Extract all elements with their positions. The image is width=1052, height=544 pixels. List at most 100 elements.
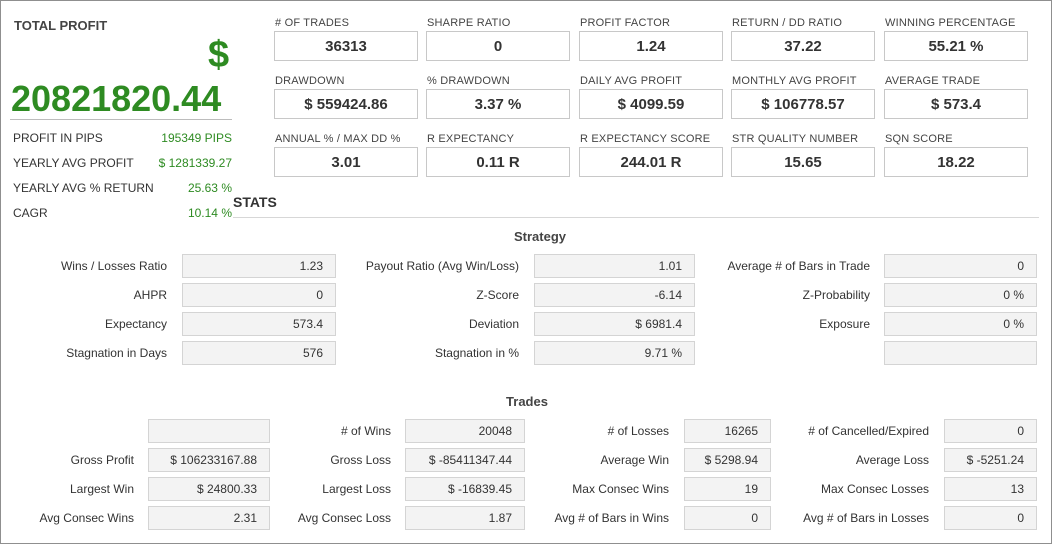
total-profit-title: TOTAL PROFIT xyxy=(14,18,108,33)
cagr-value: 10.14 % xyxy=(187,206,232,220)
metric-value-box: 37.22 xyxy=(731,31,875,61)
metric-label: SHARPE RATIO xyxy=(427,17,511,29)
strategy-label: Exposure xyxy=(819,317,870,331)
trades-value: 1.87 xyxy=(405,506,525,530)
strategy-value: 0 xyxy=(884,254,1037,278)
stats-heading: STATS xyxy=(233,194,277,210)
trades-value: $ -16839.45 xyxy=(405,477,525,501)
metric-value-box: 15.65 xyxy=(731,147,875,177)
trades-label: Largest Win xyxy=(69,482,134,496)
trades-label: Avg # of Bars in Wins xyxy=(554,511,670,525)
metric-value-box: 1.24 xyxy=(579,31,723,61)
strategy-label: AHPR xyxy=(133,288,167,302)
trades-label: Max Consec Wins xyxy=(572,482,669,496)
strategy-label: Z-Probability xyxy=(802,288,870,302)
stats-divider xyxy=(233,217,1039,218)
trades-label: Largest Loss xyxy=(322,482,391,496)
metric-label: SQN SCORE xyxy=(885,133,953,145)
trades-label: # of Wins xyxy=(340,424,391,438)
strategy-label: Expectancy xyxy=(104,317,167,331)
yearly-avg-profit-value: $ 1281339.27 xyxy=(158,156,232,170)
strategy-value: 0 % xyxy=(884,312,1037,336)
trades-label: Gross Loss xyxy=(330,453,391,467)
strategy-label: Average # of Bars in Trade xyxy=(727,259,870,273)
trades-value: $ 24800.33 xyxy=(148,477,270,501)
metric-label: RETURN / DD RATIO xyxy=(732,17,843,29)
metric-value-box: 3.37 % xyxy=(426,89,570,119)
trades-value xyxy=(148,419,270,443)
trades-title: Trades xyxy=(506,394,548,409)
metric-label: DAILY AVG PROFIT xyxy=(580,75,683,87)
strategy-label: Payout Ratio (Avg Win/Loss) xyxy=(365,259,519,273)
metric-value-box: 3.01 xyxy=(274,147,418,177)
strategy-value: 0 % xyxy=(884,283,1037,307)
trades-value: 0 xyxy=(944,506,1037,530)
dollar-sign: $ xyxy=(208,34,230,76)
trades-value: $ 5298.94 xyxy=(684,448,771,472)
metric-value-box: $ 573.4 xyxy=(884,89,1028,119)
strategy-label: Wins / Losses Ratio xyxy=(60,259,167,273)
trades-value: 20048 xyxy=(405,419,525,443)
metric-label: % DRAWDOWN xyxy=(427,75,510,87)
strategy-value: $ 6981.4 xyxy=(534,312,695,336)
trades-label: Avg Consec Loss xyxy=(297,511,391,525)
yearly-avg-profit-label: YEARLY AVG PROFIT xyxy=(13,156,134,170)
metric-value-box: 0.11 R xyxy=(426,147,570,177)
metric-label: R EXPECTANCY SCORE xyxy=(580,133,711,145)
metric-value-box: $ 106778.57 xyxy=(731,89,875,119)
metric-label: DRAWDOWN xyxy=(275,75,345,87)
strategy-value: 573.4 xyxy=(182,312,336,336)
strategy-title: Strategy xyxy=(513,229,567,244)
cagr-label: CAGR xyxy=(13,206,48,220)
trades-value: 16265 xyxy=(684,419,771,443)
trades-value: 0 xyxy=(684,506,771,530)
trades-label: Avg Consec Wins xyxy=(39,511,134,525)
metric-label: MONTHLY AVG PROFIT xyxy=(732,75,857,87)
trades-value: 13 xyxy=(944,477,1037,501)
metric-value-box: 18.22 xyxy=(884,147,1028,177)
yearly-avg-return-value: 25.63 % xyxy=(187,181,232,195)
trades-label: # of Losses xyxy=(607,424,669,438)
strategy-value: 1.23 xyxy=(182,254,336,278)
trades-value: 0 xyxy=(944,419,1037,443)
metric-label: AVERAGE TRADE xyxy=(885,75,981,87)
total-profit-divider xyxy=(10,119,232,120)
trades-label: # of Cancelled/Expired xyxy=(808,424,929,438)
metric-value-box: $ 559424.86 xyxy=(274,89,418,119)
metric-value-box: 55.21 % xyxy=(884,31,1028,61)
strategy-label: Stagnation in Days xyxy=(66,346,167,360)
metric-label: ANNUAL % / MAX DD % xyxy=(275,133,401,145)
trades-label: Max Consec Losses xyxy=(820,482,929,496)
strategy-label: Z-Score xyxy=(476,288,519,302)
strategy-value: 1.01 xyxy=(534,254,695,278)
metric-label: STR QUALITY NUMBER xyxy=(732,133,859,145)
metric-value-box: $ 4099.59 xyxy=(579,89,723,119)
trades-label: Gross Profit xyxy=(70,453,134,467)
trades-label: Average Loss xyxy=(855,453,929,467)
metric-label: R EXPECTANCY xyxy=(427,133,515,145)
trades-label: Average Win xyxy=(600,453,669,467)
total-profit-value: 20821820.44 xyxy=(11,78,222,119)
profit-in-pips-value: 195349 PIPS xyxy=(161,131,232,145)
trades-value: $ -85411347.44 xyxy=(405,448,525,472)
trades-value: 2.31 xyxy=(148,506,270,530)
strategy-value: -6.14 xyxy=(534,283,695,307)
trades-value: 19 xyxy=(684,477,771,501)
strategy-label: Stagnation in % xyxy=(434,346,519,360)
trades-label: Avg # of Bars in Losses xyxy=(803,511,929,525)
metric-value-box: 0 xyxy=(426,31,570,61)
strategy-value xyxy=(884,341,1037,365)
metric-value-box: 244.01 R xyxy=(579,147,723,177)
strategy-label: Deviation xyxy=(468,317,519,331)
strategy-value: 576 xyxy=(182,341,336,365)
profit-in-pips-label: PROFIT IN PIPS xyxy=(13,131,103,145)
trades-value: $ -5251.24 xyxy=(944,448,1037,472)
trades-value: $ 106233167.88 xyxy=(148,448,270,472)
strategy-value: 0 xyxy=(182,283,336,307)
metric-value-box: 36313 xyxy=(274,31,418,61)
metric-label: # OF TRADES xyxy=(275,17,350,29)
metric-label: PROFIT FACTOR xyxy=(580,17,671,29)
yearly-avg-return-label: YEARLY AVG % RETURN xyxy=(13,181,154,195)
strategy-value: 9.71 % xyxy=(534,341,695,365)
metric-label: WINNING PERCENTAGE xyxy=(885,17,1016,29)
